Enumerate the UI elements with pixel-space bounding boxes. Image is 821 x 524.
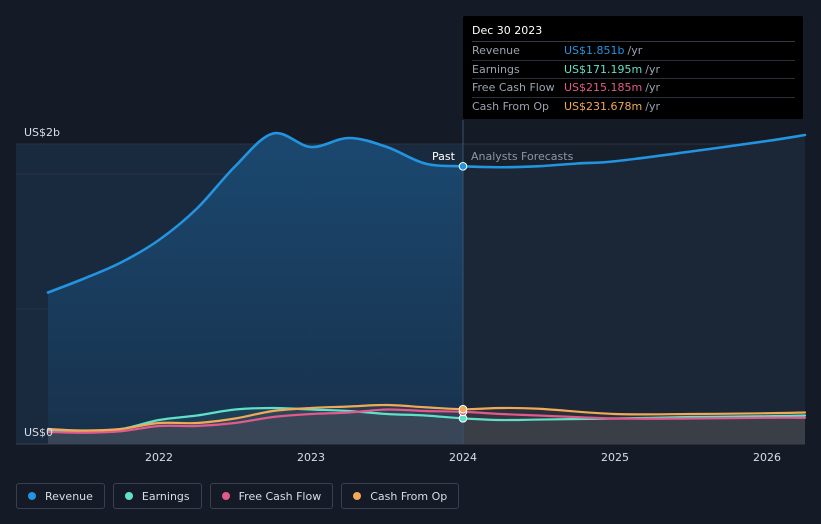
legend-label: Revenue	[45, 489, 93, 503]
legend-dot-icon	[221, 492, 230, 500]
marker-cash-from-op	[458, 404, 468, 414]
tooltip-value: US$171.195m	[564, 62, 643, 76]
x-tick-label: 2023	[297, 451, 325, 464]
series-line-revenue	[46, 131, 807, 294]
tooltip-row-cash-from-op: Cash From Op US$231.678m /yr	[472, 98, 795, 116]
y-axis-label-bottom: US$0	[24, 426, 53, 439]
tooltip-label: Revenue	[472, 44, 520, 57]
legend-item-revenue[interactable]: Revenue	[16, 483, 105, 509]
tooltip-row-earnings: Earnings US$171.195m /yr	[472, 61, 795, 79]
tooltip-value: US$231.678m	[564, 99, 643, 113]
tooltip-unit: /yr	[627, 44, 643, 57]
x-tick-label: 2025	[601, 451, 629, 464]
legend-label: Cash From Op	[370, 489, 448, 503]
tooltip-value: US$1.851b	[564, 44, 625, 57]
tooltip-label: Free Cash Flow	[472, 81, 555, 94]
legend-label: Earnings	[141, 489, 190, 503]
legend-dot-icon	[28, 492, 36, 500]
revenue-past-area	[48, 133, 463, 444]
past-label: Past	[432, 150, 456, 163]
tooltip-unit: /yr	[645, 62, 660, 76]
series-area-free-cash-flow	[48, 409, 805, 444]
tooltip-label: Earnings	[472, 62, 520, 76]
tooltip-value: US$215.185m	[564, 81, 643, 94]
tooltip-row-free-cash-flow: Free Cash Flow US$215.185m /yr	[472, 79, 795, 98]
legend-item-cash-from-op[interactable]: Cash From Op	[341, 483, 460, 509]
x-tick-label: 2022	[145, 451, 173, 464]
tooltip-row-revenue: Revenue US$1.851b /yr	[472, 42, 795, 61]
legend-item-free-cash-flow[interactable]: Free Cash Flow	[209, 483, 334, 509]
tooltip-unit: /yr	[645, 81, 660, 94]
legend-dot-icon	[124, 492, 133, 500]
forecast-label: Analysts Forecasts	[471, 150, 574, 163]
marker-revenue	[458, 162, 468, 171]
tooltip-unit: /yr	[645, 99, 660, 113]
y-axis-label-top: US$2b	[24, 126, 60, 139]
tooltip-date: Dec 30 2023	[472, 24, 795, 42]
series-line-cash-from-op	[46, 403, 807, 432]
x-tick-label: 2024	[449, 451, 477, 464]
revenue-forecast-area	[462, 135, 805, 444]
chart-legend: Revenue Earnings Free Cash Flow Cash Fro…	[16, 483, 460, 509]
data-tooltip: Dec 30 2023 Revenue US$1.851b /yr Earnin…	[463, 16, 803, 119]
legend-item-earnings[interactable]: Earnings	[112, 483, 202, 509]
legend-label: Free Cash Flow	[238, 489, 322, 503]
x-tick-label: 2026	[753, 451, 781, 464]
series-line-free-cash-flow	[46, 408, 807, 434]
legend-dot-icon	[353, 492, 362, 500]
tooltip-label: Cash From Op	[472, 99, 550, 113]
